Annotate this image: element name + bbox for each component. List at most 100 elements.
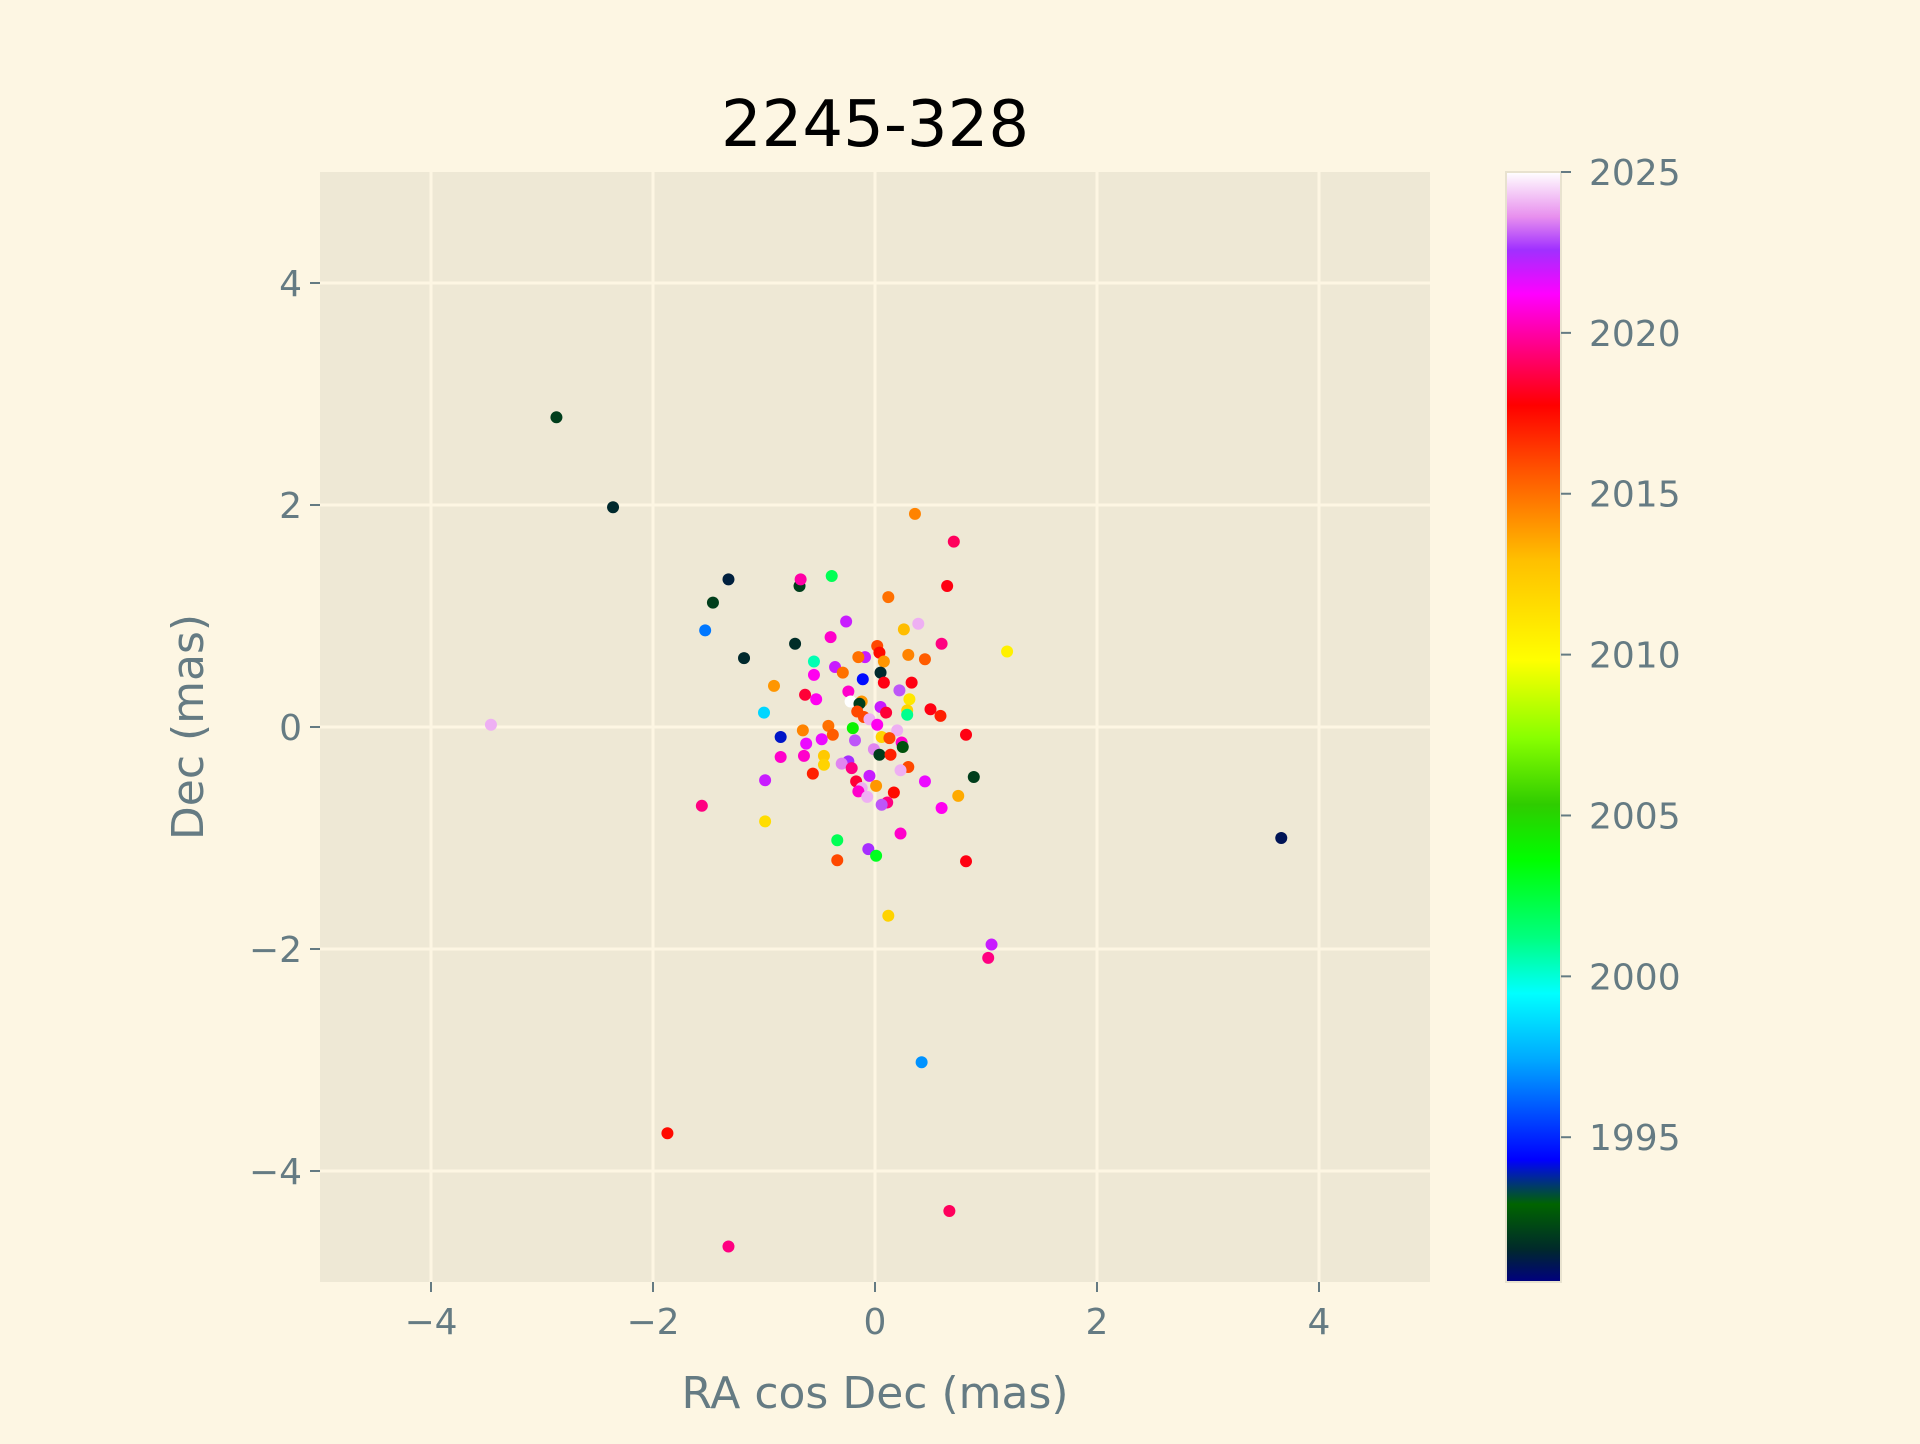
x-tick-label: −2 [626, 1302, 679, 1343]
scatter-point [825, 631, 837, 643]
scatter-point [722, 573, 734, 585]
scatter-point [795, 573, 807, 585]
scatter-point [878, 656, 890, 668]
scatter-point [837, 667, 849, 679]
scatter-point [863, 770, 875, 782]
scatter-point [909, 508, 921, 520]
colorbar-tick-label: 2025 [1589, 153, 1681, 194]
scatter-point [768, 680, 780, 692]
scatter-point [870, 850, 882, 862]
scatter-point [846, 762, 858, 774]
scatter-point [902, 649, 914, 661]
scatter-point [661, 1127, 673, 1139]
scatter-point [807, 768, 819, 780]
scatter-point [888, 786, 900, 798]
scatter-point [883, 732, 895, 744]
scatter-point [895, 828, 907, 840]
scatter-point [919, 653, 931, 665]
scatter-point [986, 939, 998, 951]
scatter-point [840, 616, 852, 628]
scatter-point [485, 719, 497, 731]
scatter-point [893, 684, 905, 696]
scatter-point [948, 536, 960, 548]
colorbar-tick-label: 2020 [1589, 314, 1681, 355]
colorbar-tick-label: 1995 [1589, 1118, 1681, 1159]
scatter-point [878, 677, 890, 689]
scatter-point [882, 591, 894, 603]
scatter-point [960, 855, 972, 867]
x-tick-label: 0 [864, 1302, 887, 1343]
scatter-point [925, 703, 937, 715]
scatter-point [738, 652, 750, 664]
scatter-point [826, 570, 838, 582]
scatter-point [916, 1056, 928, 1068]
colorbar [1506, 172, 1561, 1282]
scatter-point [895, 764, 907, 776]
scatter-point [758, 707, 770, 719]
x-tick-label: −4 [404, 1302, 457, 1343]
scatter-point [816, 733, 828, 745]
scatter-point [798, 750, 810, 762]
scatter-point [847, 722, 859, 734]
y-tick-label: 4 [279, 264, 302, 305]
scatter-point [852, 651, 864, 663]
y-tick-label: 2 [279, 486, 302, 527]
scatter-point [936, 638, 948, 650]
scatter-point [831, 854, 843, 866]
scatter-point [897, 741, 909, 753]
colorbar-tick-label: 2010 [1589, 636, 1681, 677]
scatter-point [906, 677, 918, 689]
scatter-point [607, 501, 619, 513]
scatter-point [810, 693, 822, 705]
scatter-point [707, 597, 719, 609]
y-tick-label: 0 [279, 708, 302, 749]
scatter-point [808, 669, 820, 681]
scatter-point [885, 749, 897, 761]
scatter-point [903, 693, 915, 705]
scatter-point [873, 749, 885, 761]
x-tick-label: 2 [1086, 1302, 1109, 1343]
scatter-point [898, 623, 910, 635]
y-tick-label: −2 [249, 930, 302, 971]
scatter-point [550, 411, 562, 423]
scatter-point [1001, 646, 1013, 658]
scatter-point [849, 734, 861, 746]
scatter-point [876, 799, 888, 811]
y-tick-label: −4 [249, 1152, 302, 1193]
scatter-point [799, 689, 811, 701]
scatter-point [968, 771, 980, 783]
colorbar-tick-label: 2015 [1589, 475, 1681, 516]
x-axis-label: RA cos Dec (mas) [681, 1368, 1068, 1419]
scatter-point [934, 710, 946, 722]
chart-title: 2245-328 [721, 88, 1029, 162]
scatter-point [912, 618, 924, 630]
scatter-point [696, 800, 708, 812]
scatter-point [775, 751, 787, 763]
scatter-point [941, 580, 953, 592]
scatter-point [871, 719, 883, 731]
scatter-point [808, 656, 820, 668]
colorbar-tick-label: 2000 [1589, 957, 1681, 998]
scatter-point [936, 802, 948, 814]
scatter-point [827, 729, 839, 741]
scatter-point [952, 790, 964, 802]
scatter-point [982, 952, 994, 964]
scatter-point [842, 685, 854, 697]
scatter-point [775, 731, 787, 743]
scatter-point [797, 724, 809, 736]
scatter-point [789, 638, 801, 650]
scatter-point [800, 738, 812, 750]
scatter-point [1275, 832, 1287, 844]
scatter-point [861, 791, 873, 803]
scatter-point [831, 834, 843, 846]
scatter-point [901, 709, 913, 721]
scatter-point [960, 729, 972, 741]
scatter-point [943, 1205, 955, 1217]
scatter-point [870, 780, 882, 792]
scatter-point [722, 1240, 734, 1252]
scatter-point [880, 707, 892, 719]
scatter-point [759, 774, 771, 786]
scatter-point [699, 624, 711, 636]
